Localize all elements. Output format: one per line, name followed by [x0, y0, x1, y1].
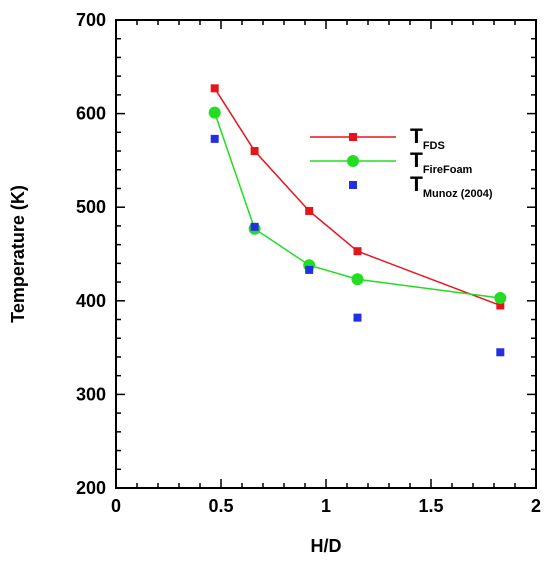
x-tick-label: 1: [321, 496, 331, 516]
legend-label-main: T: [410, 125, 423, 148]
data-point: [210, 134, 219, 143]
legend-label-sub: FDS: [423, 140, 445, 152]
x-tick-label: 0: [111, 496, 121, 516]
x-tick-label: 1.5: [418, 496, 443, 516]
series-line: [213, 112, 501, 299]
legend-marker: [347, 155, 359, 167]
axis-ticks: [115, 19, 537, 489]
series-layer: [208, 84, 507, 357]
data-point: [496, 301, 505, 310]
y-tick-label: 200: [76, 478, 106, 498]
data-point: [250, 147, 259, 156]
legend-label: TFireFoam: [410, 149, 473, 176]
legend-label-main: T: [410, 149, 423, 172]
y-tick-label: 500: [76, 197, 106, 217]
y-tick-label: 600: [76, 104, 106, 124]
data-point: [210, 84, 219, 93]
x-tick-label: 0.5: [208, 496, 233, 516]
series-1: [208, 106, 507, 304]
data-point: [208, 106, 221, 119]
legend-label-sub: FireFoam: [423, 164, 473, 176]
x-axis-title: H/D: [311, 536, 342, 556]
data-point: [494, 291, 507, 304]
axis-tick-labels: 0 0.5 1 1.5 2 200 300 400 500 600 700: [76, 10, 541, 516]
legend-marker: [349, 181, 357, 189]
data-point: [496, 348, 505, 357]
data-point: [250, 222, 259, 231]
data-point: [305, 206, 314, 215]
data-point: [353, 247, 362, 256]
legend-entry: TFDS: [310, 125, 445, 152]
legend-entry: TFireFoam: [310, 149, 473, 176]
legend-label-main: T: [410, 173, 423, 196]
legend-marker: [349, 133, 357, 141]
y-tick-label: 300: [76, 384, 106, 404]
x-tick-label: 2: [531, 496, 541, 516]
plot-area: [115, 19, 537, 489]
series-0: [210, 84, 505, 310]
legend-label-sub: Munoz (2004): [423, 188, 493, 200]
data-point: [353, 313, 362, 322]
y-axis-title: Temperature (K): [8, 185, 28, 323]
data-point: [351, 273, 364, 286]
series-2: [210, 134, 505, 357]
legend-label: TFDS: [410, 125, 445, 152]
y-tick-label: 700: [76, 10, 106, 30]
plot-frame: [115, 19, 537, 489]
y-tick-label: 400: [76, 291, 106, 311]
legend-entry: TMunoz (2004): [349, 173, 493, 200]
data-point: [305, 265, 314, 274]
legend-label: TMunoz (2004): [410, 173, 493, 200]
